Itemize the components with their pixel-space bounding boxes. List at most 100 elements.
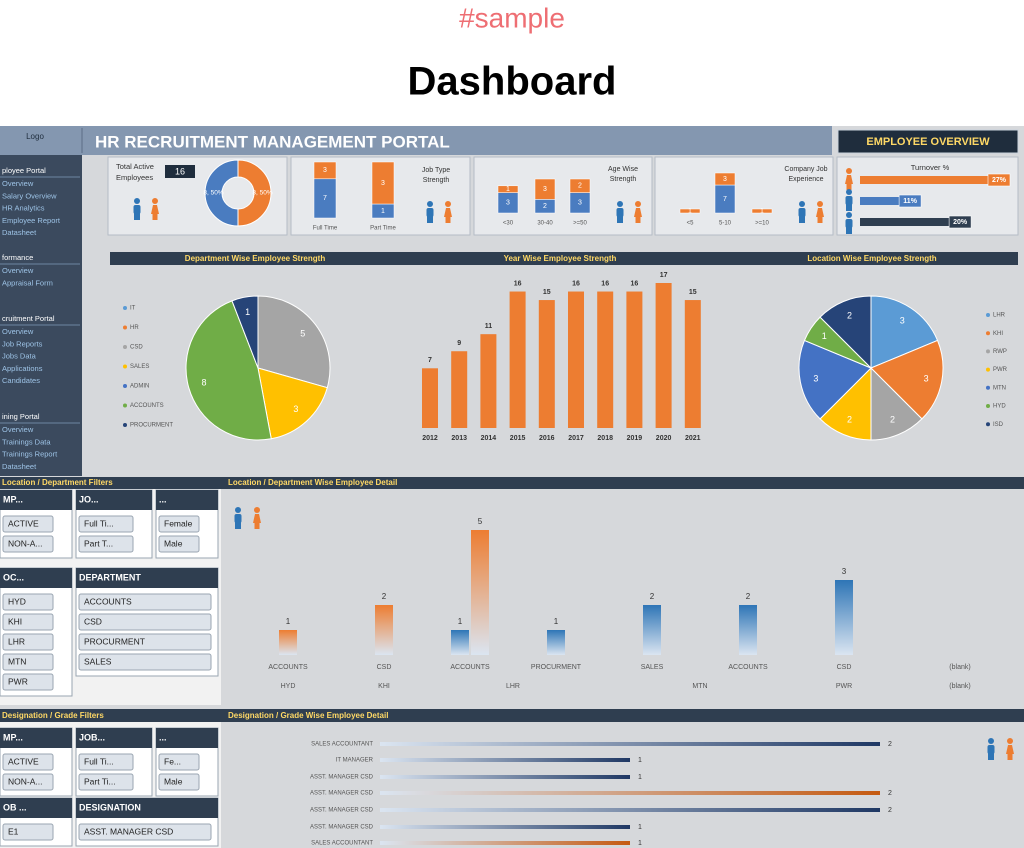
slicer-item[interactable] [2,653,54,671]
slicer-item-label[interactable]: PWR [8,676,28,686]
slicer-item[interactable] [158,515,200,533]
section-title: Location / Department Filters [2,478,113,487]
slicer-item[interactable] [78,593,212,611]
slicer-item[interactable] [2,823,54,841]
slicer-item[interactable] [2,673,54,691]
slicer-item-label[interactable]: SALES [84,656,112,666]
sidebar-link[interactable]: Trainings Report [2,450,58,459]
slicer-item[interactable] [2,633,54,651]
slicer-item[interactable] [2,593,54,611]
slicer-item-label[interactable]: CSD [84,616,102,626]
slicer-item-label[interactable]: Full Ti... [84,756,114,766]
bar [380,742,880,746]
sidebar-link[interactable]: Candidates [2,376,40,385]
slicer-item-label[interactable]: ACCOUNTS [84,596,132,606]
slicer-item-label[interactable]: PROCURMENT [84,636,145,646]
overview-button[interactable] [837,129,1019,154]
slicer-item-label[interactable]: Female [164,518,193,528]
group-icon [845,212,853,234]
slicer-item[interactable] [158,753,200,771]
slicer-header [156,728,218,748]
sidebar-link[interactable]: Job Reports [2,339,43,348]
bar [451,351,468,428]
bar [451,630,469,655]
slicer-item[interactable] [2,773,54,791]
sidebar-link[interactable]: Salary Overview [2,191,57,200]
legend-swatch [986,385,990,390]
sidebar-link[interactable]: Overview [2,425,34,434]
slicer-item[interactable] [2,753,54,771]
slicer-item-label[interactable]: ACTIVE [8,756,39,766]
sidebar-link[interactable]: Overview [2,179,34,188]
slice-label: 1 [822,331,827,341]
pie-slice [870,339,944,420]
slicer-item[interactable] [78,653,212,671]
slicer-item-label[interactable]: Fe... [164,756,181,766]
sidebar-link[interactable]: Datasheet [2,462,37,471]
slicer-item[interactable] [78,613,212,631]
slicer-item-label[interactable]: MTN [8,656,26,666]
slicer-header [0,798,72,818]
slicer-item-label[interactable]: KHI [8,616,22,626]
x-tick-label: 2015 [510,435,526,442]
slicer-item-label[interactable]: HYD [8,596,26,606]
slicer-item-label[interactable]: ACTIVE [8,518,39,528]
slicer-item-label[interactable]: LHR [8,636,25,646]
sidebar-link[interactable]: Overview [2,327,34,336]
slicer-item[interactable] [78,773,134,791]
slicer-header [0,568,72,588]
y-tick-label: ASST. MANAGER CSD [310,808,374,814]
x-tick-label: 2013 [451,435,467,442]
slicer-item[interactable] [78,753,134,771]
slicer-title: OB ... [3,802,27,812]
slicer-item-label[interactable]: NON-A... [8,776,42,786]
slicer-item-label[interactable]: ASST. MANAGER CSD [84,826,173,836]
x-tick-label: 2018 [597,435,613,442]
slicer-item[interactable] [2,535,54,553]
sidebar-link[interactable]: Datasheet [2,228,37,237]
turnover-bar [860,176,1010,184]
bar [626,291,643,428]
slice-label: 8 [201,378,206,388]
sidebar-link[interactable]: Overview [2,266,34,275]
legend-label: ADMIN [130,384,149,390]
slicer-item[interactable] [78,633,212,651]
portal-header [0,126,832,155]
slicer-item[interactable] [158,773,200,791]
bar [380,775,630,779]
sidebar-link[interactable]: Applications [2,364,43,373]
section-title: Location Wise Employee Strength [807,254,936,263]
bar-label: 2 [888,790,892,797]
slicer-item[interactable] [78,515,134,533]
slicer-item-label[interactable]: Male [164,776,183,786]
section-title: Designation / Grade Wise Employee Detail [228,711,388,720]
legend-swatch [123,345,127,349]
slicer-item[interactable] [78,535,134,553]
bar [568,291,584,428]
bar [422,368,438,428]
sidebar-link[interactable]: Employee Report [2,216,61,225]
slicer-item[interactable] [158,535,200,553]
sidebar-link[interactable]: HR Analytics [2,204,45,213]
slicer-item-label[interactable]: Part T... [84,538,113,548]
slicer-item-label[interactable]: NON-A... [8,538,42,548]
slicer-item-label[interactable]: Part Ti... [84,776,116,786]
slicer-header [76,568,218,588]
bar-label: 1 [638,774,642,781]
slicer-item-label[interactable]: E1 [8,826,19,836]
category-label: <5 [687,221,695,227]
section-bar [110,252,1018,265]
sidebar-link[interactable]: Trainings Data [2,437,51,446]
sidebar-link[interactable]: Jobs Data [2,352,37,361]
slicer-item-label[interactable]: Full Ti... [84,518,114,528]
sidebar-link[interactable]: Appraisal Form [2,278,53,287]
slicer-item[interactable] [78,823,212,841]
overview-button-label[interactable]: EMPLOYEE OVERVIEW [866,136,990,148]
slicer-item-label[interactable]: Male [164,538,183,548]
slicer-item[interactable] [2,515,54,533]
bar-label: 1 [458,617,463,626]
turnover-tag [948,215,972,229]
slicer-title: ... [159,732,167,742]
bar-label: 3 [842,567,847,576]
slicer-item[interactable] [2,613,54,631]
